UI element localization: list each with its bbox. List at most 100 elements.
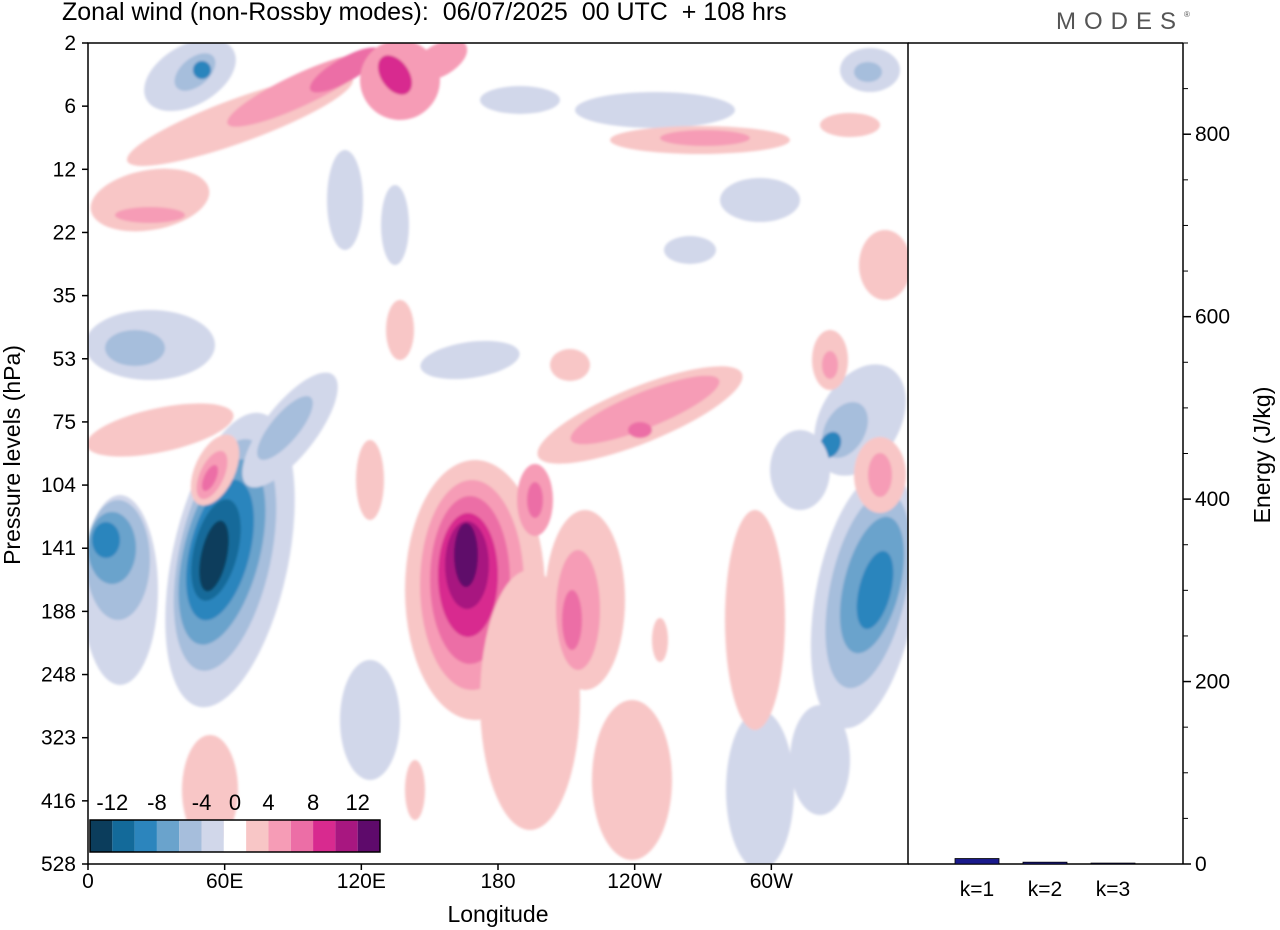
energy-tick-label: 600 <box>1195 306 1230 329</box>
neg-region <box>92 522 120 558</box>
colorbar-swatch <box>90 820 113 852</box>
neg-region <box>381 185 409 265</box>
colorbar-label: -4 <box>192 790 212 815</box>
colorbar: -12 -8 -4 0 4 8 12 <box>89 790 381 853</box>
colorbar-frame <box>89 819 381 853</box>
y-tick-label: 104 <box>41 474 76 497</box>
energy-bar <box>954 858 1000 865</box>
colorbar-swatch <box>246 820 269 852</box>
neg-region <box>199 520 229 592</box>
x-tick-label: 0 <box>82 870 94 893</box>
neg-region <box>257 396 313 460</box>
energy-bar <box>1022 861 1068 865</box>
neg-region <box>340 660 400 780</box>
x-tick-label: 180 <box>480 870 515 893</box>
pos-region <box>386 300 414 360</box>
pos-region <box>201 465 219 491</box>
neg-region <box>854 62 882 82</box>
pos-region <box>454 523 478 587</box>
colorbar-swatch <box>179 820 202 852</box>
colorbar-label: 4 <box>262 790 274 815</box>
neg-region <box>726 710 794 864</box>
colorbar-swatch <box>112 820 135 852</box>
y-tick-label: 22 <box>53 221 76 244</box>
colorbar-label: 0 <box>229 790 241 815</box>
neg-region <box>575 92 735 128</box>
pos-region <box>820 113 880 137</box>
neg-region <box>856 550 894 630</box>
neg-region <box>480 86 560 114</box>
pos-region <box>592 700 672 860</box>
y-tick-label: 35 <box>53 285 76 308</box>
y-tick-label: 323 <box>41 727 76 750</box>
neg-region <box>664 236 716 264</box>
colorbar-swatch <box>335 820 358 852</box>
energy-bar-panel: 0 200 400 600 800 Energy (J/kg) k=1 k=2 k=3 <box>908 42 1275 901</box>
energy-category-label: k=3 <box>1096 878 1130 901</box>
energy-tick-label: 0 <box>1195 853 1207 876</box>
y-tick-label: 53 <box>53 348 76 371</box>
pos-region <box>356 440 384 520</box>
brand-logo: MODES® <box>1056 8 1190 35</box>
y-tick-label: 141 <box>41 537 76 560</box>
colorbar-label: 12 <box>345 790 369 815</box>
colorbar-swatch <box>290 820 314 852</box>
energy-tick-label: 400 <box>1195 488 1230 511</box>
pos-region <box>868 453 892 497</box>
y-tick-label: 528 <box>41 853 76 876</box>
pos-region <box>570 375 720 445</box>
pos-region <box>115 207 185 223</box>
x-tick-label: 60E <box>206 870 243 893</box>
energy-tick-label: 800 <box>1195 123 1230 146</box>
colorbar-swatch <box>268 820 291 852</box>
pos-region <box>309 47 381 93</box>
x-axis-label: Longitude <box>447 901 548 927</box>
x-tick-label: 120W <box>607 870 662 893</box>
pos-region <box>412 43 468 81</box>
y-tick-label: 248 <box>41 664 76 687</box>
neg-region <box>420 340 520 380</box>
colorbar-swatch <box>156 820 180 852</box>
colorbar-swatch <box>223 820 247 852</box>
y-tick-label: 188 <box>41 600 76 623</box>
brand-text: MODES <box>1056 8 1185 35</box>
colorbar-label: -8 <box>147 790 167 815</box>
pos-region <box>652 618 668 662</box>
pos-region <box>628 422 652 438</box>
colorbar-swatch <box>357 820 380 852</box>
heatmap-plot-area <box>88 43 908 864</box>
wind-field <box>88 43 908 864</box>
neg-region <box>720 178 800 222</box>
pos-region <box>859 230 908 300</box>
colorbar-swatch <box>134 820 157 852</box>
y-tick-label: 12 <box>53 158 76 181</box>
pos-region <box>562 590 582 650</box>
pos-region <box>88 403 234 457</box>
pos-region <box>822 351 838 379</box>
y-tick-label: 416 <box>41 790 76 813</box>
neg-region <box>770 430 830 510</box>
neg-region <box>327 150 363 250</box>
pos-region <box>405 760 425 820</box>
chart-title: Zonal wind (non-Rossby modes): 06/07/202… <box>62 0 787 26</box>
y-tick-label: 6 <box>64 95 76 118</box>
colorbar-swatch <box>201 820 224 852</box>
energy-tick-label: 200 <box>1195 671 1230 694</box>
pos-region <box>527 482 543 518</box>
energy-bar <box>1090 862 1136 865</box>
energy-category-label: k=2 <box>1028 878 1062 901</box>
pos-region <box>377 55 413 95</box>
neg-region <box>105 330 165 366</box>
pos-region <box>660 130 750 146</box>
x-tick-label: 120E <box>337 870 386 893</box>
x-tick-label: 60W <box>750 870 793 893</box>
colorbar-label: 8 <box>307 790 319 815</box>
neg-region <box>193 61 211 79</box>
pos-region <box>182 735 238 845</box>
pos-region <box>725 510 785 730</box>
y-tick-label: 75 <box>53 411 76 434</box>
energy-axis-label: Energy (J/kg) <box>1249 387 1275 524</box>
pos-region <box>550 349 590 381</box>
